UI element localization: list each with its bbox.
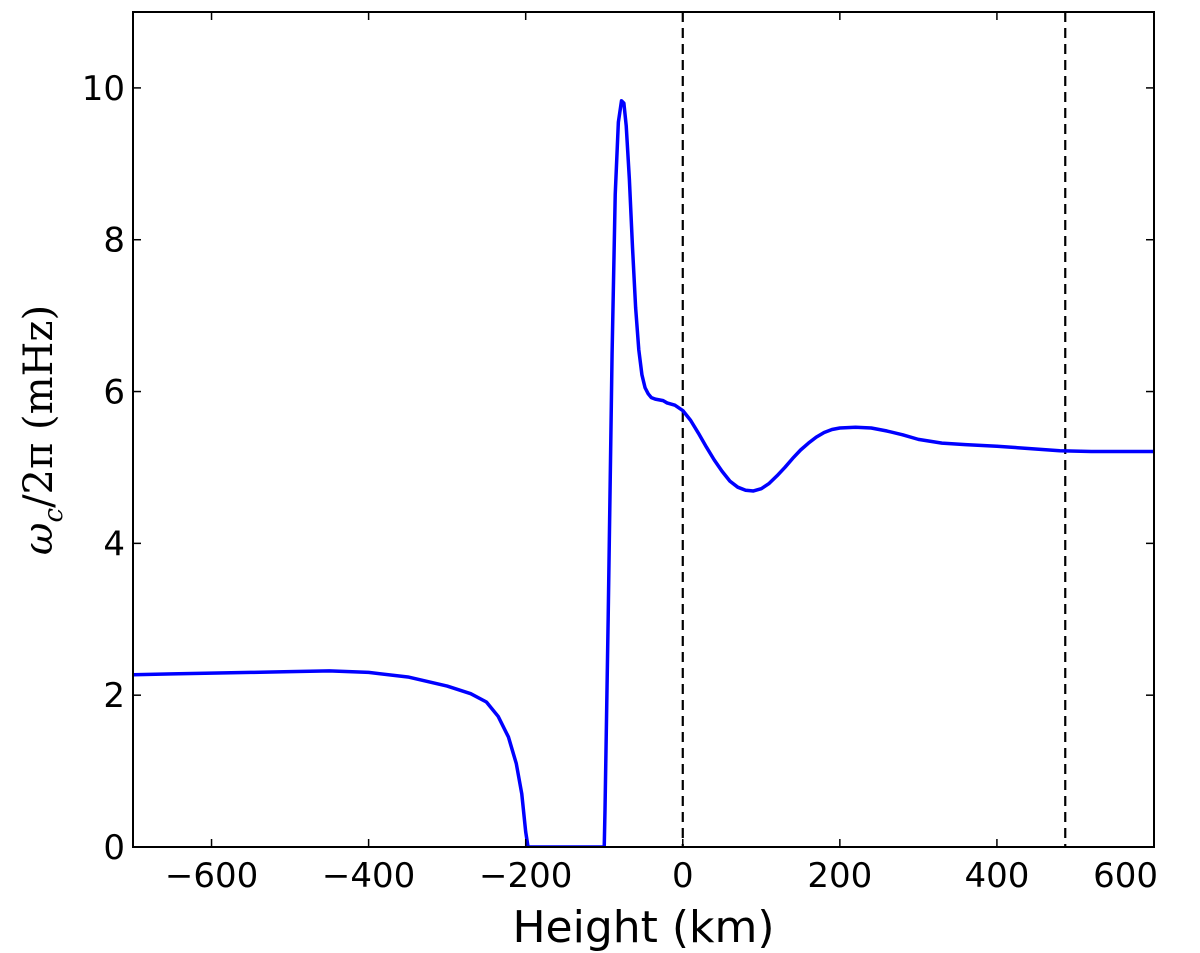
x-tick-label: 400 [964, 856, 1029, 896]
x-axis-label: Height (km) [512, 902, 774, 953]
y-tick-label: 10 [82, 69, 125, 109]
y-tick-label: 0 [103, 828, 125, 868]
y-tick-label: 4 [103, 524, 125, 564]
y-axis-label-subscript: c [39, 507, 69, 522]
y-tick-labels: 0 2 4 6 8 10 [82, 69, 125, 868]
x-tick-label: 0 [672, 856, 694, 896]
x-tick-label: 200 [807, 856, 872, 896]
y-tick-label: 6 [103, 373, 125, 413]
x-tick-label: −600 [165, 856, 258, 896]
y-axis-label-omega: ω [16, 522, 62, 555]
y-tick-label: 8 [103, 221, 125, 261]
y-axis-label-rest: /2π (mHz) [16, 305, 62, 508]
x-tick-label: −200 [479, 856, 572, 896]
series-line-0 [133, 99, 1154, 847]
y-tick-label: 2 [103, 676, 125, 716]
plot-frame [132, 11, 1155, 848]
series-layer [133, 99, 1154, 847]
reference-lines [681, 12, 1067, 847]
x-tick-labels: −600 −400 −200 0 200 400 600 [165, 856, 1158, 896]
x-tick-label: −400 [322, 856, 415, 896]
ticks-layer [133, 12, 1155, 848]
x-tick-label: 600 [1093, 856, 1158, 896]
y-axis-label: ωc/2π (mHz) [16, 305, 69, 555]
